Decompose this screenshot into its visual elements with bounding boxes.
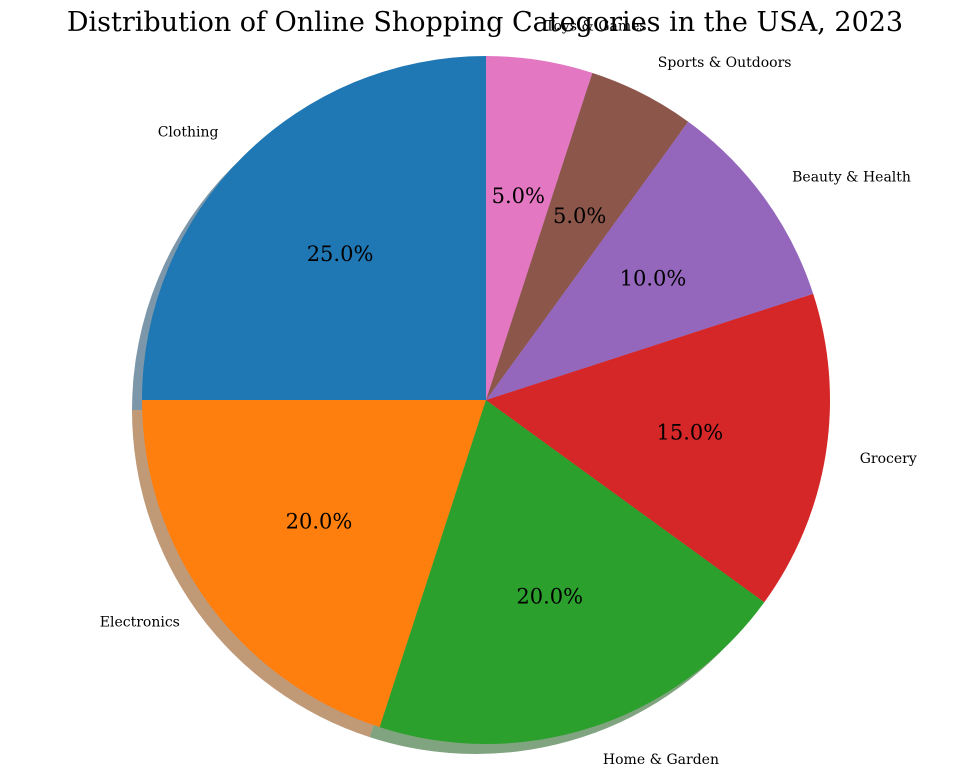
slice-toys-and-games: [486, 56, 593, 400]
pct-toys-and-games: 5.0%: [492, 184, 545, 208]
label-electronics: Electronics: [100, 614, 180, 630]
slice-home-and-garden: [379, 400, 765, 744]
pct-clothing: 25.0%: [307, 242, 374, 266]
label-beauty-and-health: Beauty & Health: [792, 170, 911, 186]
pct-home-and-garden: 20.0%: [516, 584, 583, 608]
category-labels: Clothing Electronics Home & Garden Grocery B…: [100, 18, 917, 768]
pct-electronics: 20.0%: [286, 509, 353, 533]
pie-slices: [142, 56, 831, 744]
label-clothing: Clothing: [158, 124, 219, 140]
slice-electronics: [142, 400, 486, 728]
label-sports-and-outdoors: Sports & Outdoors: [658, 55, 792, 71]
pct-sports-and-outdoors: 5.0%: [553, 204, 606, 228]
slice-grocery: [486, 293, 831, 603]
slice-sports-and-outdoors: [486, 72, 689, 401]
chart-title: Distribution of Online Shopping Categori…: [67, 7, 903, 38]
slice-beauty-and-health: [486, 121, 814, 400]
label-toys-and-games: Toys & Games: [545, 18, 646, 34]
label-home-and-garden: Home & Garden: [603, 752, 719, 768]
pct-beauty-and-health: 10.0%: [620, 267, 687, 291]
pct-grocery: 15.0%: [656, 420, 723, 444]
label-grocery: Grocery: [860, 451, 917, 467]
slice-clothing: [142, 56, 486, 400]
percentage-labels: 25.0% 20.0% 20.0% 15.0% 10.0% 5.0% 5.0%: [286, 184, 724, 608]
